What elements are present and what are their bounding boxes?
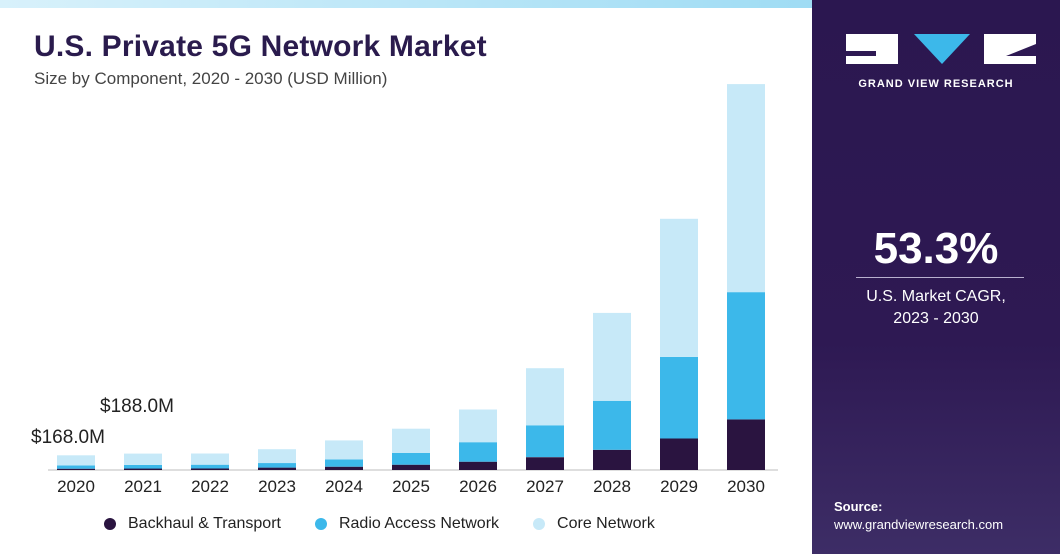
bar-2028-series-2 bbox=[593, 312, 631, 401]
bar-2028-series-1 bbox=[593, 400, 631, 450]
x-tick-2022: 2022 bbox=[191, 477, 229, 496]
bar-2027-series-2 bbox=[526, 368, 564, 426]
bar-2029-series-0 bbox=[660, 438, 698, 470]
cagr-label-line2: 2023 - 2030 bbox=[893, 310, 979, 327]
legend-label-core: Core Network bbox=[557, 515, 655, 532]
legend-item-core: Core Network bbox=[533, 515, 655, 533]
x-tick-2029: 2029 bbox=[660, 477, 698, 496]
legend-item-ran: Radio Access Network bbox=[314, 515, 500, 533]
data-label-2021: $188.0M bbox=[100, 396, 174, 417]
x-tick-2024: 2024 bbox=[325, 477, 363, 496]
x-tick-2020: 2020 bbox=[57, 477, 95, 496]
cagr-value: 53.3% bbox=[873, 224, 999, 273]
bar-2023-series-0 bbox=[258, 467, 296, 470]
legend-item-backhaul: Backhaul & Transport bbox=[104, 515, 281, 533]
bar-2025-series-0 bbox=[392, 464, 430, 470]
bar-2024-series-2 bbox=[325, 440, 363, 460]
bar-2030-series-2 bbox=[727, 84, 765, 293]
sidebar-panel: GRAND VIEW RESEARCH 53.3% U.S. Market CA… bbox=[812, 0, 1060, 554]
x-tick-2021: 2021 bbox=[124, 477, 162, 496]
bar-2025-series-2 bbox=[392, 428, 430, 453]
bar-2021-series-1 bbox=[124, 464, 162, 469]
x-tick-labels: 2020 2021 2022 2023 2024 2025 2026 2027 2028 2029… bbox=[57, 477, 765, 496]
bar-2025-series-1 bbox=[392, 453, 430, 465]
bar-2022-series-1 bbox=[191, 464, 229, 469]
source-block: Source: www.grandviewresearch.com bbox=[834, 498, 1003, 534]
bar-2020-series-0 bbox=[57, 468, 95, 470]
bar-2030-series-1 bbox=[727, 292, 765, 420]
bar-2029-series-1 bbox=[660, 356, 698, 439]
cagr-label: U.S. Market CAGR, 2023 - 2030 bbox=[812, 286, 1060, 330]
bar-2026-series-2 bbox=[459, 409, 497, 443]
x-tick-2028: 2028 bbox=[593, 477, 631, 496]
bar-2027-series-1 bbox=[526, 425, 564, 458]
chart-title: U.S. Private 5G Network Market bbox=[34, 30, 487, 63]
bar-2024-series-0 bbox=[325, 466, 363, 470]
legend-marker-core bbox=[533, 518, 546, 530]
bar-2021-series-2 bbox=[124, 453, 162, 465]
bar-2029-series-2 bbox=[660, 218, 698, 357]
x-tick-2023: 2023 bbox=[258, 477, 296, 496]
bar-2027-series-0 bbox=[526, 457, 564, 470]
legend-marker-backhaul bbox=[104, 518, 116, 530]
bar-2026-series-1 bbox=[459, 442, 497, 462]
bar-2020-series-1 bbox=[57, 465, 95, 469]
legend-marker-ran bbox=[314, 518, 327, 530]
data-label-2020: $168.0M bbox=[31, 427, 105, 448]
top-accent-bar bbox=[0, 0, 812, 8]
stacked-bar-chart: 2020 2021 2022 2023 2024 2025 2026 2027 2028 2029… bbox=[31, 84, 778, 496]
x-tick-2030: 2030 bbox=[727, 477, 765, 496]
cagr-divider bbox=[856, 277, 1024, 278]
source-url[interactable]: www.grandviewresearch.com bbox=[834, 517, 1004, 532]
grand-view-research-logo bbox=[846, 34, 1036, 64]
bar-2030-series-0 bbox=[727, 419, 765, 470]
chart-subtitle: Size by Component, 2020 - 2030 (USD Mill… bbox=[34, 69, 388, 88]
cagr-label-line1: U.S. Market CAGR, bbox=[866, 288, 1006, 305]
chart-legend: Backhaul & Transport Radio Access Networ… bbox=[104, 512, 689, 536]
brand-name: GRAND VIEW RESEARCH bbox=[858, 78, 1014, 90]
legend-label-ran: Radio Access Network bbox=[338, 515, 500, 532]
x-tick-2027: 2027 bbox=[526, 477, 564, 496]
bar-2020-series-2 bbox=[57, 455, 95, 466]
bar-2023-series-2 bbox=[258, 449, 296, 464]
bar-2022-series-2 bbox=[191, 453, 229, 465]
x-tick-2025: 2025 bbox=[392, 477, 430, 496]
bar-2024-series-1 bbox=[325, 459, 363, 467]
bar-group bbox=[57, 84, 765, 470]
bar-2021-series-0 bbox=[124, 468, 162, 470]
bar-2022-series-0 bbox=[191, 468, 229, 470]
x-tick-2026: 2026 bbox=[459, 477, 497, 496]
legend-label-backhaul: Backhaul & Transport bbox=[128, 515, 281, 532]
bar-2028-series-0 bbox=[593, 449, 631, 470]
bar-2023-series-1 bbox=[258, 463, 296, 468]
bar-2026-series-0 bbox=[459, 461, 497, 470]
source-title: Source: bbox=[834, 499, 883, 514]
